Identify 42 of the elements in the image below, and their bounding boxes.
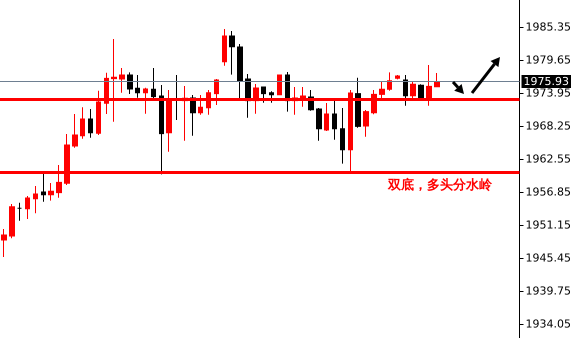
candlestick (387, 72, 392, 92)
candlestick (355, 77, 361, 128)
candlestick (222, 28, 227, 66)
candlestick (237, 44, 243, 100)
candlestick (229, 30, 235, 76)
candlestick (332, 100, 337, 140)
candlestick (316, 107, 322, 142)
y-tick-label: 1985.35 (526, 20, 572, 34)
ref-line-label: 1975.93 (524, 75, 570, 88)
y-tick-label: 1956.85 (526, 185, 572, 198)
candlestick (277, 74, 282, 96)
candlestick (80, 106, 85, 140)
candlestick (1, 228, 7, 258)
candlestick (135, 74, 140, 98)
candlestick (9, 204, 15, 239)
candlestick (17, 202, 22, 222)
candlestick (41, 172, 46, 202)
candlestick (33, 186, 38, 214)
y-tick-label: 1968.25 (526, 119, 572, 132)
y-tick-label: 1951.15 (526, 218, 572, 232)
y-tick-label: 1973.95 (526, 86, 572, 100)
candlestick (269, 90, 274, 104)
y-tick-label: 1945.45 (526, 251, 572, 264)
candlestick (340, 107, 345, 164)
candlestick (403, 74, 408, 106)
candlestick (72, 114, 78, 148)
candlestick (48, 182, 54, 202)
candlestick (88, 108, 93, 138)
y-tick-label: 1939.75 (526, 284, 572, 298)
y-tick-label: 1979.65 (526, 53, 572, 66)
candlestick (324, 102, 329, 132)
y-tick-label: 1962.55 (526, 152, 572, 166)
candlestick (159, 84, 164, 175)
candlestick (363, 110, 369, 138)
annotation: 双底，多头分水岭 (388, 176, 492, 194)
candlestick (25, 195, 30, 220)
y-tick-label: 1934.05 (526, 317, 572, 330)
candlestick (127, 72, 133, 95)
candlestick (261, 86, 266, 104)
candlestick (434, 72, 440, 88)
candlestick (395, 74, 400, 80)
candlestick (119, 68, 125, 94)
